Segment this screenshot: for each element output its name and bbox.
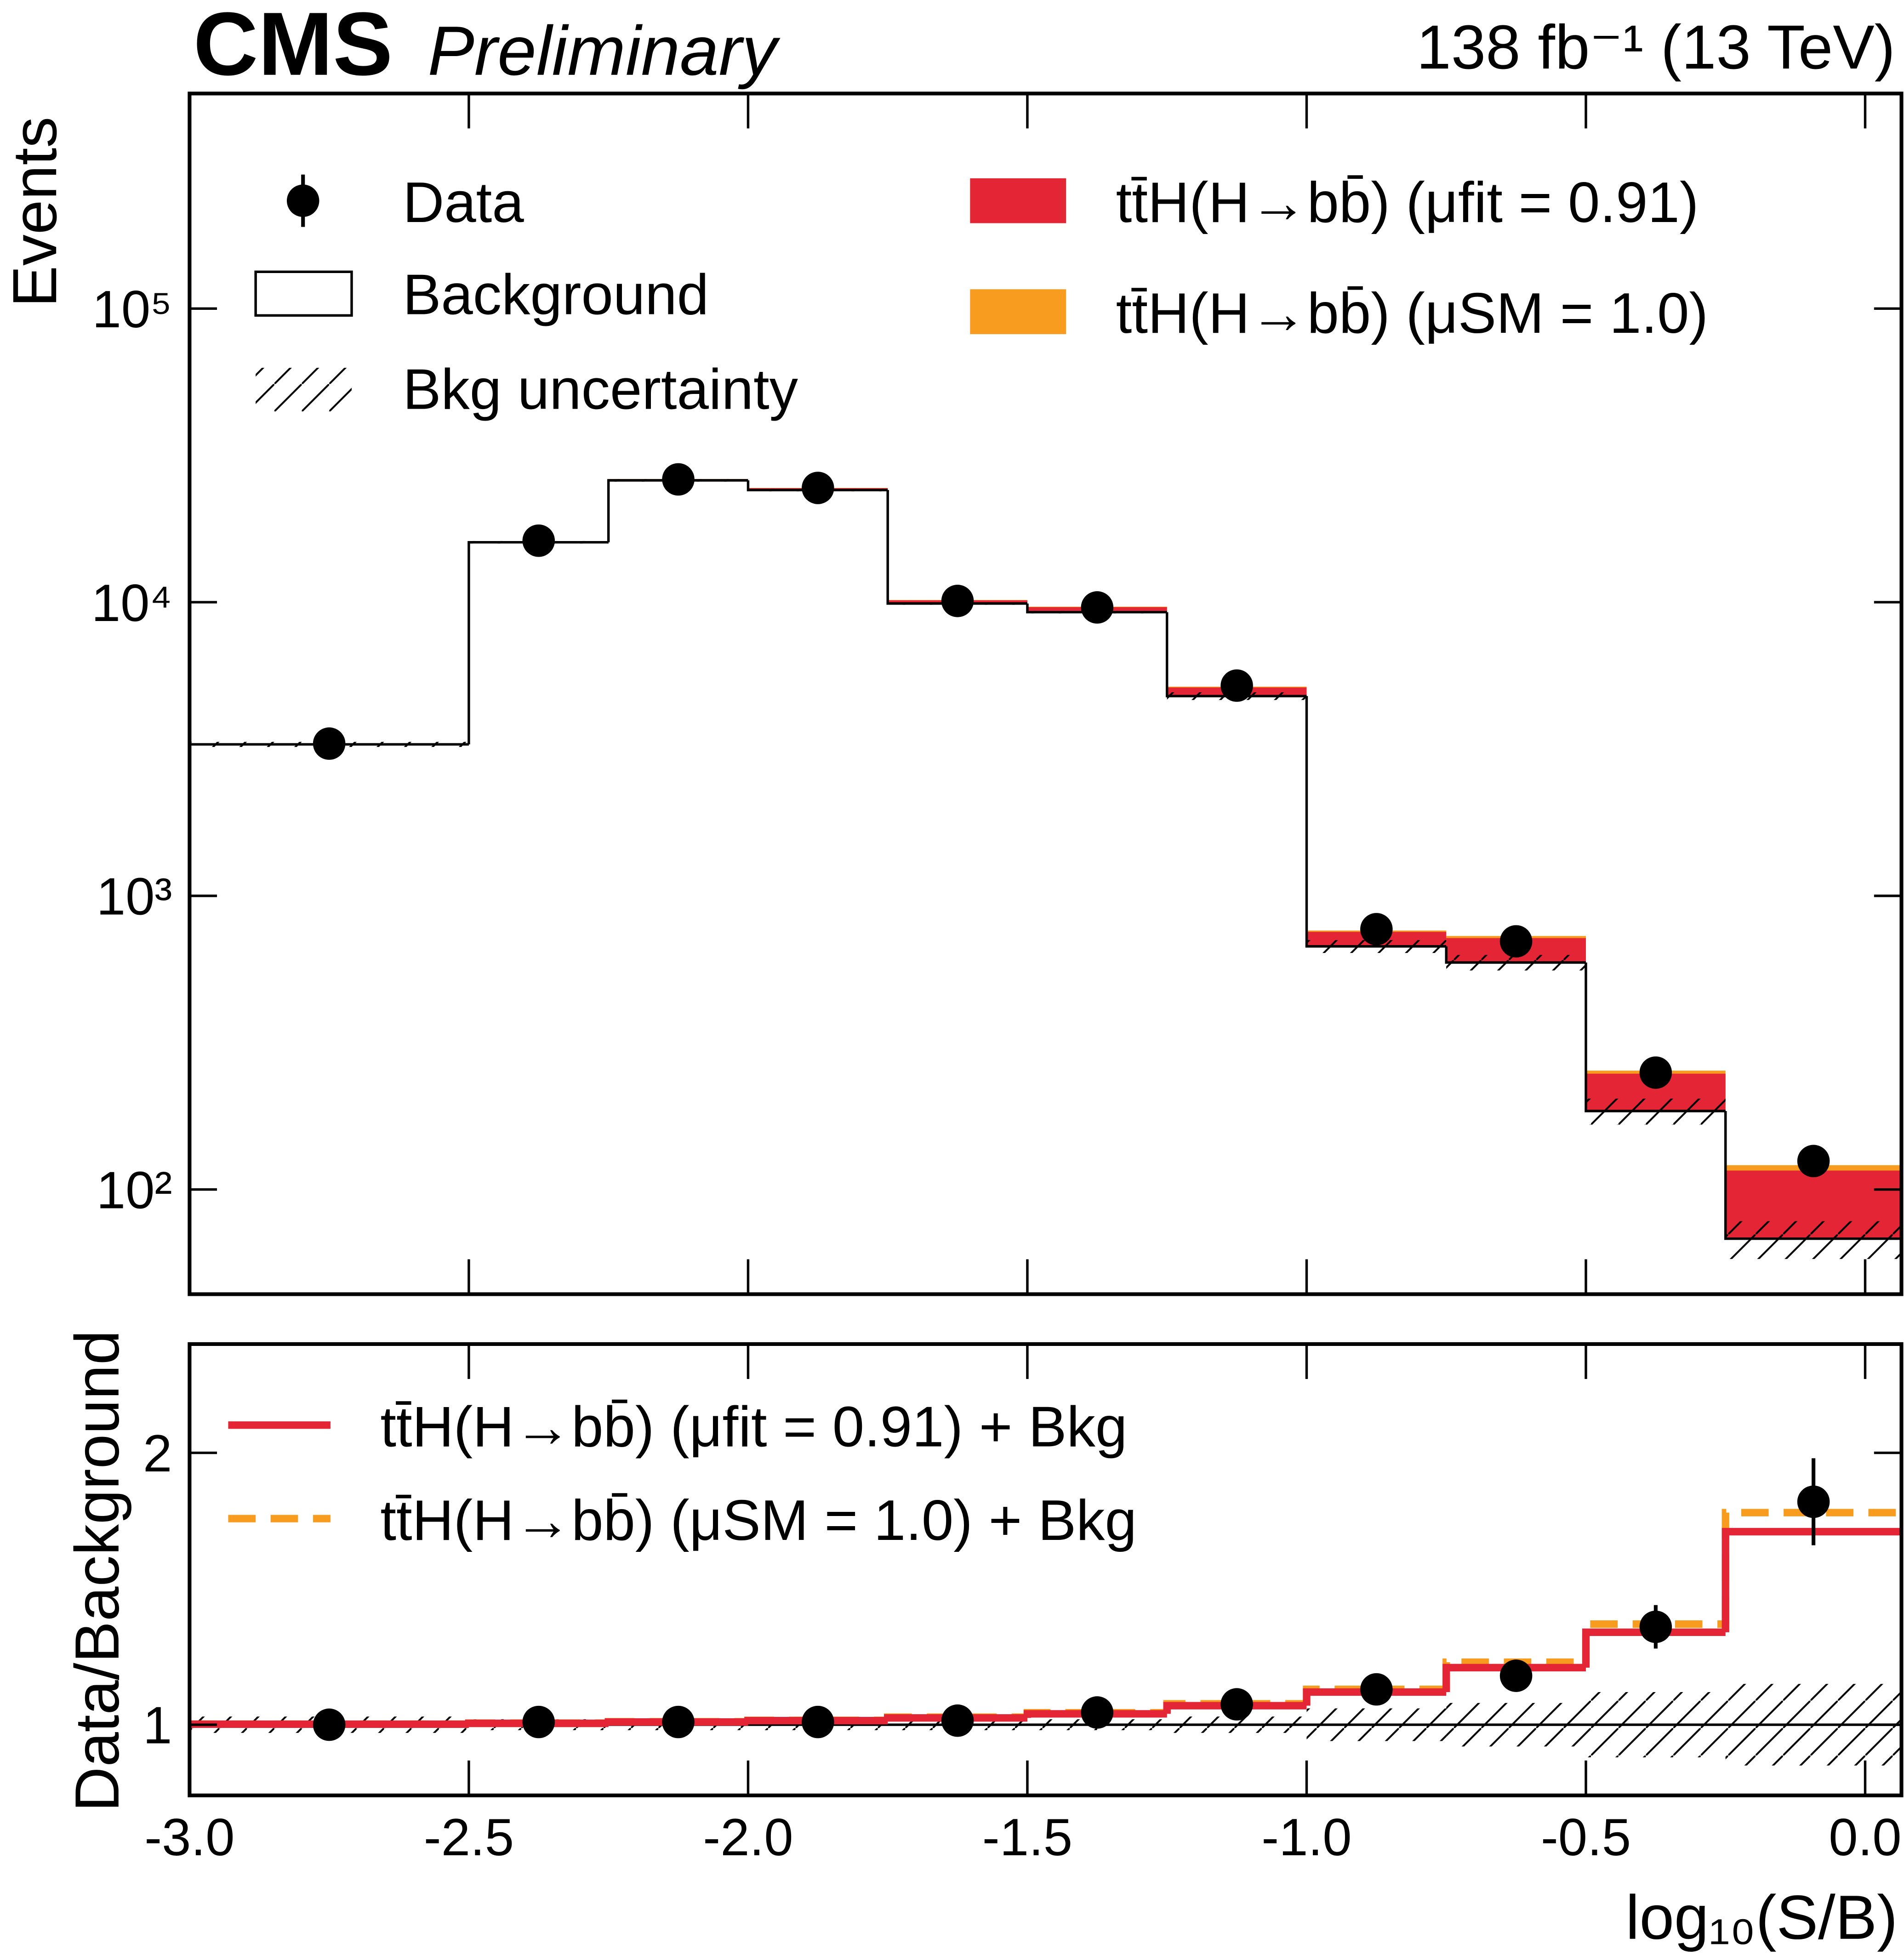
y-tick-label: 10² [97,1161,172,1220]
y-tick-label: 10⁴ [91,574,172,633]
bkg-uncertainty [1725,1221,1902,1259]
legend-marker [254,270,353,317]
data-point [313,1708,346,1741]
data-point [1797,1145,1830,1178]
data-point [941,585,974,617]
background-line [1305,696,1447,948]
data-point [1360,913,1393,946]
ratio-line [1582,1628,1726,1668]
data-point [662,1705,695,1738]
ratio-line [884,1714,1027,1722]
x-tick-label: -1.5 [982,1808,1072,1867]
data-point [1639,1056,1672,1089]
ratio-line [1722,1509,1902,1624]
data-point [1081,1696,1114,1729]
ratio-line [1722,1528,1902,1632]
data-point [802,1705,834,1738]
plot-frame [188,1342,1904,1797]
data-point [1639,1610,1672,1643]
legend-marker [970,178,1066,223]
x-tick-label: -3.0 [144,1808,234,1867]
legend-label: tt̄H(H→bb̄) (μfit = 0.91) [1116,171,1699,234]
x-tick-label: -2.0 [703,1808,793,1867]
x-axis-title: log₁₀(S/B) [1625,1882,1898,1952]
data-point [1220,669,1253,702]
legend-label: Data [403,171,524,234]
data-point [1081,591,1114,624]
bottom-panel [189,1458,1902,1766]
background-line [467,541,609,745]
legend-marker [286,184,319,217]
data-point [662,463,695,496]
data-point [1499,1659,1533,1692]
legend-label: Background [403,263,709,327]
y-axis-title: Events [0,117,69,308]
ratio-line [1442,1664,1586,1693]
ratio-line [1163,1702,1307,1714]
x-tick-label: -1.0 [1261,1808,1351,1867]
background-line [607,479,748,542]
x-tick-label: 0.0 [1829,1808,1901,1867]
legend-label: tt̄H(H→bb̄) (μSM = 1.0) + Bkg [380,1488,1137,1552]
background-line [1724,1111,1902,1240]
ratio-line [1023,1710,1167,1718]
legend-label: Bkg uncertainty [403,358,798,422]
y-tick-label: 2 [143,1425,172,1483]
lumi: 138 fb⁻¹ (13 TeV) [1416,12,1895,82]
data-point [1797,1485,1830,1518]
y-tick-label: 10⁵ [92,280,172,339]
top-panel [189,463,1902,1259]
x-tick-label: -2.5 [424,1808,514,1867]
legend-label: tt̄H(H→bb̄) (μfit = 0.91) + Bkg [380,1395,1127,1459]
x-tick-label: -0.5 [1541,1808,1631,1867]
data-point [1499,925,1533,958]
plot-frame [188,91,1904,1296]
data-point [313,727,346,760]
status: Preliminary [428,12,781,90]
data-point [1220,1688,1253,1721]
y-tick-label: 10³ [97,868,172,926]
ratio-line [604,1718,748,1726]
data-point [522,1705,555,1738]
legend-label: tt̄H(H→bb̄) (μSM = 1.0) [1116,281,1708,345]
data-point [1360,1673,1393,1706]
data-point [522,524,555,557]
data-point [802,472,834,504]
ratio-line [744,1717,888,1725]
background-line [1165,612,1307,697]
y-tick-label: 1 [143,1697,172,1755]
legend-marker [256,368,352,412]
experiment: CMS [194,0,393,94]
background-line [747,480,888,491]
y-axis-title: Data/Background [62,1330,132,1812]
background-line [1445,946,1586,964]
legend-marker [970,289,1066,334]
ratio-line [1303,1688,1447,1706]
ratio-line [465,1719,609,1727]
background-line [1026,603,1167,614]
background-line [1585,962,1726,1112]
data-point [941,1704,974,1737]
background-line [886,490,1027,605]
